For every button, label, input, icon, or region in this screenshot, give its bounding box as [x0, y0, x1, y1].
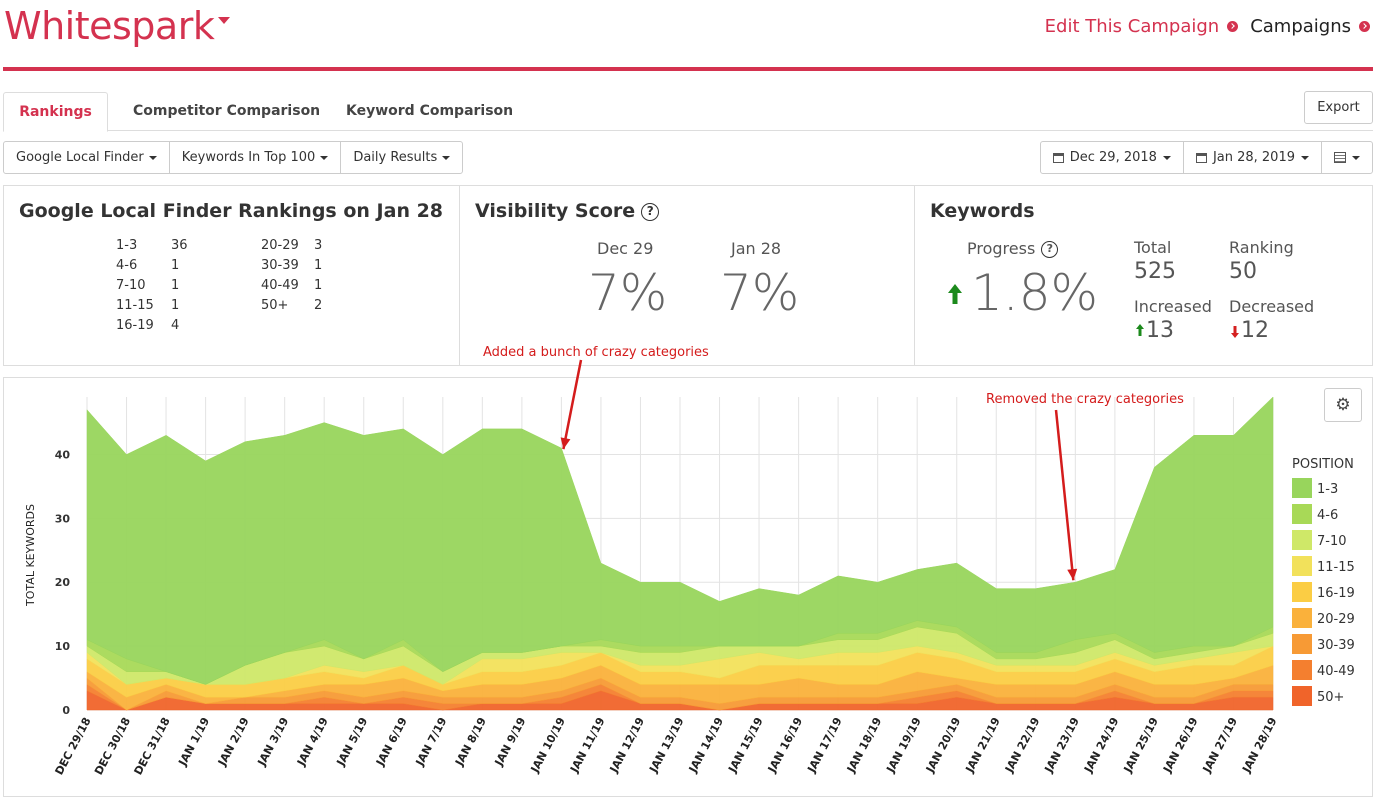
- frequency-dropdown[interactable]: Daily Results: [341, 142, 462, 173]
- rank-range: 40-49: [261, 278, 299, 293]
- top-nav: Edit This Campaign Campaigns: [1045, 16, 1370, 37]
- progress-value: 1.8%: [971, 264, 1099, 322]
- help-icon[interactable]: ?: [641, 202, 660, 221]
- caret-down-icon: [1352, 155, 1360, 160]
- view-options-dropdown[interactable]: [1322, 142, 1372, 173]
- end-date-picker[interactable]: Jan 28, 2019: [1184, 142, 1322, 173]
- progress-label: Progress: [967, 239, 1036, 258]
- rank-range: 50+: [261, 298, 289, 313]
- total-value: 525: [1134, 259, 1176, 284]
- rank-count: 36: [171, 238, 188, 253]
- start-date-label: Dec 29, 2018: [1069, 150, 1157, 165]
- visibility-title: Visibility Score?: [475, 200, 660, 222]
- rank-count: 4: [171, 318, 180, 333]
- total-label: Total: [1134, 238, 1172, 257]
- caret-down-icon: [320, 155, 329, 160]
- increased-value: 13: [1146, 318, 1174, 343]
- calendar-icon: [1195, 152, 1207, 163]
- ranking-label: Ranking: [1229, 238, 1294, 257]
- arrow-up-small-icon: [1136, 324, 1144, 336]
- rankings-title: Google Local Finder Rankings on Jan 28: [19, 200, 444, 222]
- keywords-panel: Keywords Progress? 1.8% Total 525 Rankin…: [915, 186, 1372, 365]
- keywords-dropdown-label: Keywords In Top 100: [181, 150, 316, 165]
- rank-count: 3: [314, 238, 323, 253]
- visibility-to-label: Jan 28: [731, 239, 782, 258]
- date-range-group: Dec 29, 2018 Jan 28, 2019: [1039, 141, 1373, 174]
- ranking-value: 50: [1229, 259, 1257, 284]
- visibility-to-value: 7%: [720, 264, 800, 322]
- chevron-down-icon[interactable]: [218, 17, 231, 24]
- keywords-title: Keywords: [930, 200, 1035, 222]
- source-dropdown[interactable]: Google Local Finder: [4, 142, 170, 173]
- tab-bar: Rankings Competitor Comparison Keyword C…: [3, 92, 1373, 132]
- chevron-right-circle-icon: [1227, 21, 1239, 32]
- rank-range: 20-29: [261, 238, 299, 253]
- header-divider: [3, 67, 1373, 71]
- campaigns-link[interactable]: Campaigns: [1250, 16, 1370, 37]
- rank-range: 16-19: [116, 318, 154, 333]
- help-icon[interactable]: ?: [1041, 241, 1059, 258]
- rank-count: 1: [314, 278, 323, 293]
- rankings-panel: Google Local Finder Rankings on Jan 28 1…: [4, 186, 460, 365]
- end-date-label: Jan 28, 2019: [1212, 150, 1295, 165]
- gear-icon: ⚙: [1335, 395, 1351, 414]
- increased-label: Increased: [1134, 297, 1212, 316]
- rank-count: 1: [171, 258, 180, 273]
- brand-name: Whitespark: [4, 4, 215, 48]
- stats-panels: Google Local Finder Rankings on Jan 28 1…: [3, 185, 1373, 366]
- visibility-from-label: Dec 29: [597, 239, 654, 258]
- rank-range: 30-39: [261, 258, 299, 273]
- export-button[interactable]: Export: [1304, 91, 1373, 124]
- decreased-label: Decreased: [1229, 297, 1315, 316]
- calendar-icon: [1052, 152, 1064, 163]
- chart-settings-button[interactable]: ⚙: [1324, 388, 1362, 422]
- brand-logo[interactable]: Whitespark: [4, 4, 231, 48]
- tab-keyword-comparison[interactable]: Keyword Comparison: [346, 103, 514, 119]
- edit-campaign-label: Edit This Campaign: [1044, 16, 1220, 37]
- decreased-value: 12: [1241, 318, 1269, 343]
- progress-label-wrap: Progress?: [967, 239, 1059, 258]
- rank-range: 1-3: [116, 238, 138, 253]
- visibility-from-value: 7%: [588, 264, 668, 322]
- rank-range: 7-10: [116, 278, 146, 293]
- rank-count: 1: [314, 258, 323, 273]
- rank-count: 1: [171, 298, 180, 313]
- filter-group: Google Local Finder Keywords In Top 100 …: [3, 141, 464, 174]
- caret-down-icon: [442, 155, 451, 160]
- keywords-dropdown[interactable]: Keywords In Top 100: [170, 142, 342, 173]
- frequency-dropdown-label: Daily Results: [353, 150, 438, 165]
- rank-count: 1: [171, 278, 180, 293]
- chart-container: ⚙: [3, 377, 1373, 797]
- rank-count: 2: [314, 298, 323, 313]
- start-date-picker[interactable]: Dec 29, 2018: [1041, 142, 1184, 173]
- visibility-panel: Visibility Score? Dec 29 Jan 28 7% 7%: [460, 186, 915, 365]
- source-dropdown-label: Google Local Finder: [16, 150, 144, 165]
- caret-down-icon: [1162, 155, 1171, 160]
- edit-campaign-link[interactable]: Edit This Campaign: [1045, 16, 1239, 37]
- chevron-right-circle-icon: [1359, 21, 1370, 32]
- rank-range: 4-6: [116, 258, 138, 273]
- arrow-up-icon: [948, 284, 962, 304]
- arrow-down-small-icon: [1231, 326, 1239, 338]
- caret-down-icon: [1301, 155, 1309, 160]
- campaigns-label: Campaigns: [1250, 16, 1351, 37]
- visibility-title-text: Visibility Score: [475, 200, 636, 222]
- caret-down-icon: [148, 155, 157, 160]
- tab-rankings[interactable]: Rankings: [3, 92, 108, 132]
- table-icon: [1334, 152, 1346, 163]
- rank-range: 11-15: [116, 298, 154, 313]
- tab-competitor-comparison[interactable]: Competitor Comparison: [133, 103, 321, 119]
